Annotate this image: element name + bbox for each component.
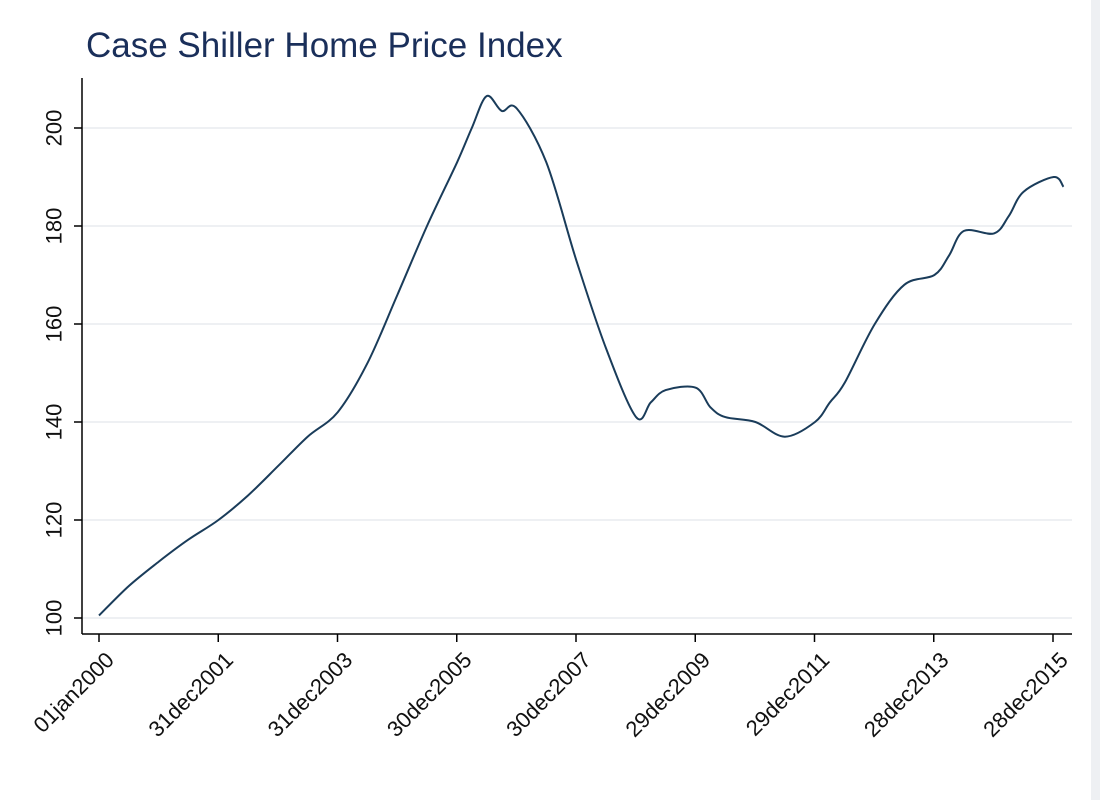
x-tick-label: 31dec2001 [143, 647, 238, 742]
y-tick-label: 160 [42, 306, 67, 343]
y-tick-label: 180 [42, 208, 67, 245]
x-tick-label: 29dec2009 [620, 647, 715, 742]
x-axis-ticks: 01jan2000 31dec2001 31dec2003 30dec2005 30de… [28, 634, 1073, 742]
y-tick-label: 120 [42, 502, 67, 539]
y-tick-label: 200 [42, 110, 67, 147]
chart-title: Case Shiller Home Price Index [86, 26, 563, 65]
series-line [98, 94, 1065, 617]
y-tick-label: 140 [42, 404, 67, 441]
x-tick-label: 30dec2007 [501, 647, 596, 742]
x-tick-label: 28dec2015 [978, 647, 1073, 742]
axes [81, 78, 1072, 635]
x-tick-label: 29dec2011 [741, 647, 835, 741]
x-tick-label: 31dec2003 [263, 647, 358, 742]
y-tick-label: 100 [42, 600, 67, 637]
right-edge-strip [1091, 0, 1100, 800]
y-axis-ticks: 100 120 140 160 180 200 [42, 110, 82, 637]
x-tick-label: 30dec2005 [382, 647, 477, 742]
series-layer [98, 94, 1065, 617]
x-tick-label: 28dec2013 [859, 647, 954, 742]
x-tick-label: 01jan2000 [28, 647, 118, 737]
grid-lines [82, 127, 1072, 619]
